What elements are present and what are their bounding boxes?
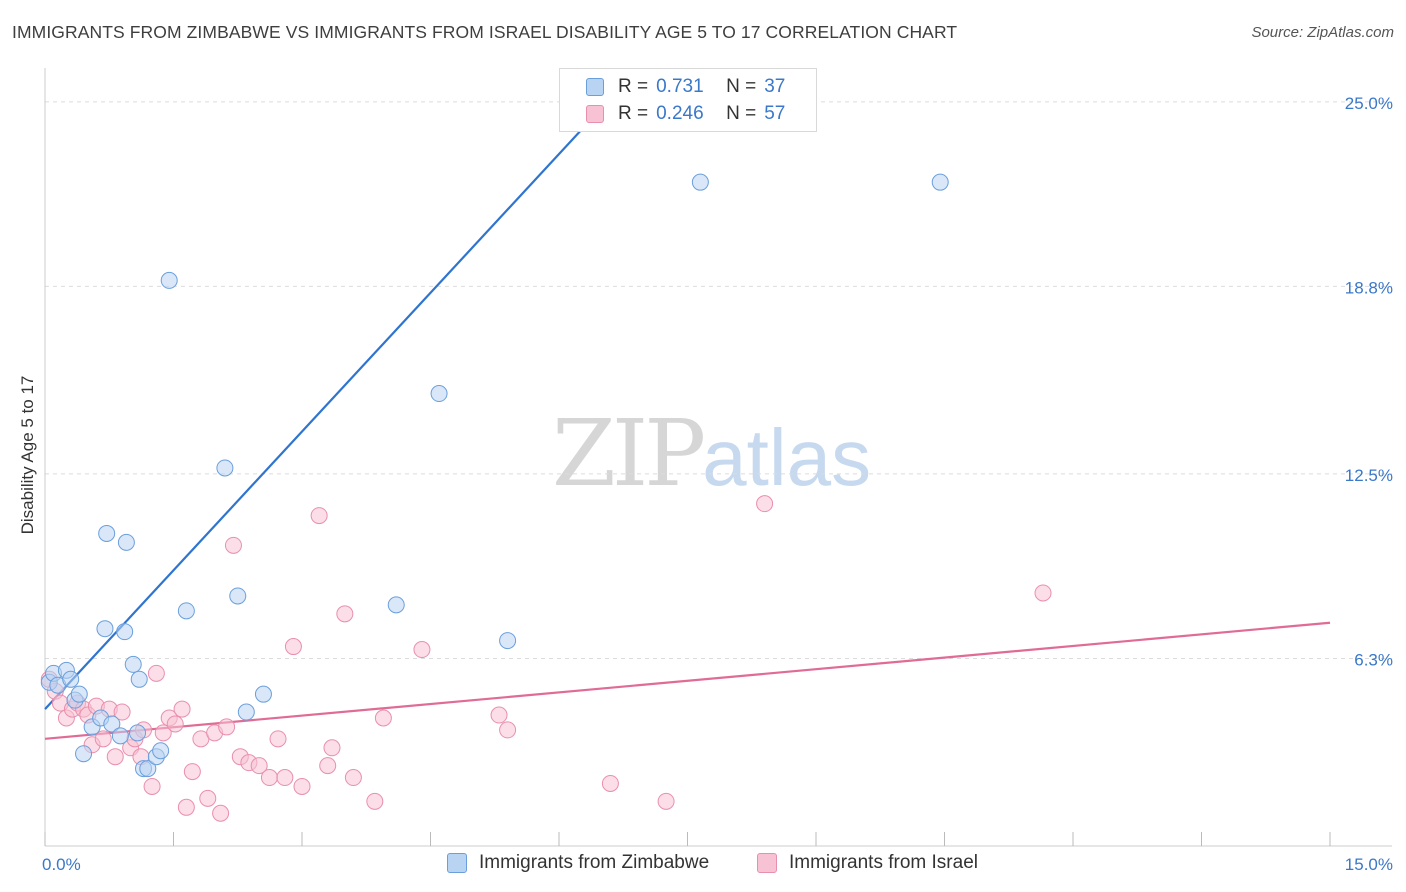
grid-lines xyxy=(45,101,1392,659)
point-israel xyxy=(212,804,230,822)
legend-r-value: 0.246 xyxy=(656,103,704,124)
legend-row-zimbabwe: R = 0.731 N = 37 xyxy=(586,74,785,100)
point-israel xyxy=(490,706,508,724)
point-zimbabwe xyxy=(430,385,448,403)
legend-n-label: N = xyxy=(726,103,757,124)
point-israel xyxy=(499,721,517,739)
point-zimbabwe xyxy=(124,655,142,673)
tick-labels: 6.3% 12.5% 18.8% 25.0% 0.0% 15.0% xyxy=(42,94,1393,874)
y-tick-label: 18.8% xyxy=(1345,278,1393,297)
point-israel xyxy=(366,792,384,810)
point-israel xyxy=(154,724,172,742)
point-zimbabwe xyxy=(177,602,195,620)
point-israel xyxy=(113,703,131,721)
point-israel xyxy=(218,718,236,736)
correlation-legend: R = 0.731 N = 37 R = 0.246 N = 57 xyxy=(559,68,817,132)
point-zimbabwe xyxy=(62,670,80,688)
point-zimbabwe xyxy=(116,623,134,641)
point-israel xyxy=(413,641,431,659)
x-tick-label: 15.0% xyxy=(1345,855,1393,874)
point-zimbabwe xyxy=(117,533,135,551)
legend-n-value: 37 xyxy=(764,76,786,97)
point-zimbabwe xyxy=(70,685,88,703)
point-zimbabwe xyxy=(129,724,147,742)
point-zimbabwe xyxy=(111,727,129,745)
point-zimbabwe xyxy=(931,173,949,191)
point-zimbabwe xyxy=(75,745,93,763)
axes xyxy=(44,68,1392,847)
point-israel xyxy=(323,739,341,757)
point-israel xyxy=(260,769,278,787)
point-zimbabwe xyxy=(691,173,709,191)
point-israel xyxy=(276,769,294,787)
point-zimbabwe xyxy=(499,632,517,650)
point-zimbabwe xyxy=(237,703,255,721)
point-israel xyxy=(269,730,287,748)
point-zimbabwe xyxy=(160,271,178,289)
point-israel xyxy=(143,777,161,795)
point-israel xyxy=(94,730,112,748)
point-israel xyxy=(177,798,195,816)
trend-line-zimbabwe xyxy=(44,107,603,710)
legend-swatch-israel xyxy=(586,105,604,123)
legend-swatch-zimbabwe xyxy=(586,78,604,96)
point-israel xyxy=(199,789,217,807)
bottom-legend-swatch-israel xyxy=(757,853,777,873)
bottom-legend-label-zimbabwe: Immigrants from Zimbabwe xyxy=(479,852,710,873)
y-tick-label: 6.3% xyxy=(1354,650,1393,669)
bottom-legend-zimbabwe: Immigrants from Zimbabwe xyxy=(447,852,709,874)
point-israel xyxy=(293,777,311,795)
y-tick-label: 25.0% xyxy=(1345,94,1393,113)
point-israel xyxy=(250,757,268,775)
y-tick-label: 12.5% xyxy=(1345,466,1393,485)
point-israel xyxy=(166,715,184,733)
point-israel xyxy=(601,774,619,792)
point-israel xyxy=(147,664,165,682)
legend-row-israel: R = 0.246 N = 57 xyxy=(586,101,785,127)
legend-r-value: 0.731 xyxy=(656,76,704,97)
legend-n-value: 57 xyxy=(764,103,786,124)
legend-r-label: R = xyxy=(618,76,649,97)
bottom-legend-israel: Immigrants from Israel xyxy=(757,852,978,874)
point-israel xyxy=(756,495,774,513)
watermark-zip: ZIP xyxy=(552,400,706,507)
point-israel xyxy=(284,638,302,656)
y-axis-label: Disability Age 5 to 17 xyxy=(18,375,37,535)
point-israel xyxy=(106,748,124,766)
watermark: ZIPatlas xyxy=(552,400,871,507)
legend-r-label: R = xyxy=(618,103,649,124)
point-zimbabwe xyxy=(387,596,405,614)
watermark-atlas: atlas xyxy=(702,413,872,502)
point-zimbabwe xyxy=(96,620,114,638)
point-israel xyxy=(173,700,191,718)
point-israel xyxy=(336,605,354,623)
point-israel xyxy=(1034,584,1052,602)
point-israel xyxy=(344,769,362,787)
point-zimbabwe xyxy=(152,742,170,760)
point-zimbabwe xyxy=(139,760,157,778)
chart-title: IMMIGRANTS FROM ZIMBABWE VS IMMIGRANTS F… xyxy=(12,22,958,42)
point-israel xyxy=(310,507,328,525)
point-zimbabwe xyxy=(229,587,247,605)
bottom-legend-label-israel: Immigrants from Israel xyxy=(789,852,978,873)
point-zimbabwe xyxy=(98,524,116,542)
point-israel xyxy=(657,792,675,810)
point-zimbabwe xyxy=(254,685,272,703)
point-israel xyxy=(374,709,392,727)
point-zimbabwe xyxy=(103,715,121,733)
bottom-legend-swatch-zimbabwe xyxy=(447,853,467,873)
x-tick-label: 0.0% xyxy=(42,855,81,874)
point-zimbabwe xyxy=(216,459,234,477)
trend-lines xyxy=(44,107,1331,740)
data-points xyxy=(40,173,1052,822)
chart-source: Source: ZipAtlas.com xyxy=(1251,24,1394,41)
trend-line-israel xyxy=(44,621,1331,740)
point-zimbabwe xyxy=(130,670,148,688)
point-israel xyxy=(224,536,242,554)
legend-n-label: N = xyxy=(726,76,757,97)
point-israel xyxy=(319,757,337,775)
point-israel xyxy=(183,763,201,781)
